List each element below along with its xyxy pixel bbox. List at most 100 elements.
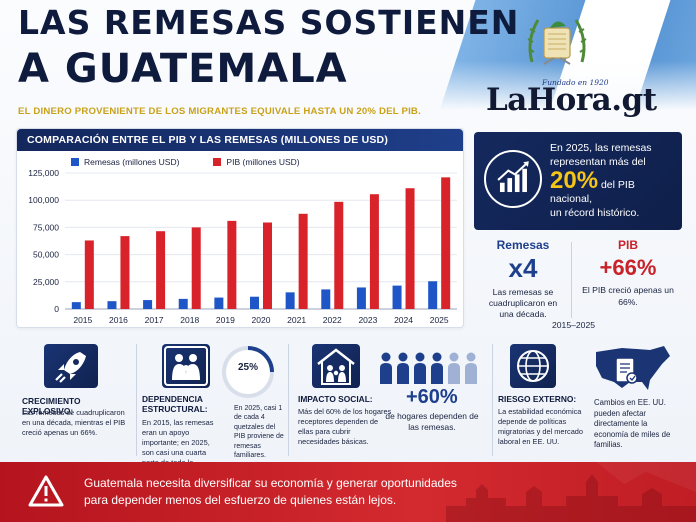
bar-remesas [214,297,224,309]
bar-pib [334,201,344,309]
bar-pib [369,194,379,309]
globe-icon-box [510,344,556,388]
legend-label-pib: PIB (millones USD) [226,157,300,167]
stat-line-3: nacional, [550,193,593,206]
chart-legend: Remesas (millones USD) PIB (millones USD… [71,157,300,167]
person-icon [431,352,443,384]
bar-pib [156,231,166,309]
impacto-pct: +60% [406,386,458,408]
donut-text: En 2025, casi 1 de cada 4 quetzales del … [234,405,284,460]
person-icon [465,352,477,384]
logo-name: LaHora.gt [486,82,657,118]
stat-after-big: del PIB [598,179,635,192]
remesas-label: Remesas [496,238,550,252]
bar-remesas [71,302,81,309]
x-tick-label: 2022 [323,315,342,325]
donut-chart [222,346,274,398]
globe-icon [517,350,549,382]
title-line-2: A GUATEMALA [18,46,348,92]
bar-remesas [285,292,295,309]
x-tick-label: 2017 [145,315,164,325]
person-icon [397,352,409,384]
donut-label: 25% [237,362,258,373]
banner-text: Guatemala necesita diversificar su econo… [84,476,457,507]
bar-pib [441,177,451,309]
y-tick-label: 100,000 [28,195,59,205]
y-tick-label: 50,000 [33,250,59,260]
coat-of-arms-icon [527,19,587,65]
x-tick-label: 2024 [394,315,413,325]
divider [136,344,137,456]
divider [288,344,289,456]
bar-chart: 0 25,000 50,000 75,000 100,000 125,000 2015 201… [28,169,457,325]
legend-swatch-pib [213,158,222,166]
period-label: 2015–2025 [552,320,596,330]
y-tick-label: 75,000 [33,222,59,232]
family-icon [164,346,208,386]
bar-pib [263,222,272,309]
legend-item-remesas: Remesas (millones USD) [71,157,179,167]
impacto-title: IMPACTO SOCIAL: [298,394,373,404]
y-tick-label: 125,000 [28,169,59,178]
x-tick-label: 2021 [287,315,306,325]
bar-remesas [356,287,366,309]
chart-title: COMPARACIÓN ENTRE EL PIB Y LAS REMESAS (… [17,129,463,151]
pib-label: PIB [617,238,638,252]
legend-item-pib: PIB (millones USD) [213,157,300,167]
page-title: LAS REMESAS SOSTIENEN A GUATEMALA [18,6,519,89]
bar-remesas [178,298,188,309]
bar-pib [120,236,130,309]
crecimiento-text: Las remesas se cuadruplicaron en una déc… [22,408,126,437]
bar-remesas [428,281,438,309]
warning-icon [28,475,64,507]
stat-box: En 2025, las remesas representan más del… [474,132,682,230]
people-icon [380,352,477,384]
home-family-icon-box [312,344,360,388]
lahora-logo: Fundado en 1920 LaHora.gt [486,78,676,120]
y-tick-label: 25,000 [33,277,59,287]
legend-swatch-remesas [71,158,79,166]
chart-growth-icon [484,150,542,208]
bar-pib [227,220,237,309]
logo-founded: Fundado en 1920 [542,78,609,87]
crecimiento-title: CRECIMIENTO EXPLOSIVO: [22,396,81,417]
skyline-icon [446,462,696,522]
bar-pib [191,227,201,309]
title-line-1: LAS REMESAS SOSTIENEN [18,3,520,42]
pib-summary: PIB +66% El PIB creció apenas un 66%. [582,238,674,308]
page-subtitle: EL DINERO PROVENIENTE DE LOS MIGRANTES E… [18,106,421,117]
x-tick-label: 2020 [252,315,271,325]
bar-remesas [143,300,153,309]
chart-panel: COMPARACIÓN ENTRE EL PIB Y LAS REMESAS (… [16,128,464,328]
pib-desc: El PIB creció apenas un 66%. [582,285,674,307]
bar-pib [298,213,308,309]
bar-remesas [392,285,402,309]
riesgo-text: La estabilidad económica depende de polí… [498,407,584,446]
rocket-icon [55,352,86,383]
dependencia-title: DEPENDENCIA ESTRUCTURAL: [142,394,208,415]
x-tick-label: 2016 [109,315,128,325]
stat-line-1: En 2025, las remesas representan más del [550,142,652,168]
bar-remesas [321,289,331,309]
x-tick-label: 2019 [216,315,235,325]
riesgo-map-text: Cambios en EE. UU. pueden afectar direct… [594,398,671,450]
stat-text: En 2025, las remesas representan más del… [550,142,678,221]
person-icon [448,352,460,384]
home-family-icon [317,348,355,385]
remesas-desc: Las remesas se cuadruplicaron en una déc… [488,286,558,319]
family-icon-box [162,344,210,388]
legend-label-remesas: Remesas (millones USD) [84,157,180,167]
guatemala-flag [416,0,696,110]
bottom-row: CRECIMIENTO EXPLOSIVO: Las remesas se cu… [16,338,684,477]
divider [571,242,572,318]
x-tick-label: 2015 [73,315,92,325]
stat-big-value: 20% [550,167,599,195]
bar-pib [405,188,415,309]
bar-remesas [250,296,259,309]
riesgo-title: RIESGO EXTERNO: [498,394,577,404]
x-tick-label: 2018 [180,315,199,325]
x-tick-label: 2023 [358,315,377,325]
divider [492,344,493,456]
usa-map-icon [596,346,670,390]
